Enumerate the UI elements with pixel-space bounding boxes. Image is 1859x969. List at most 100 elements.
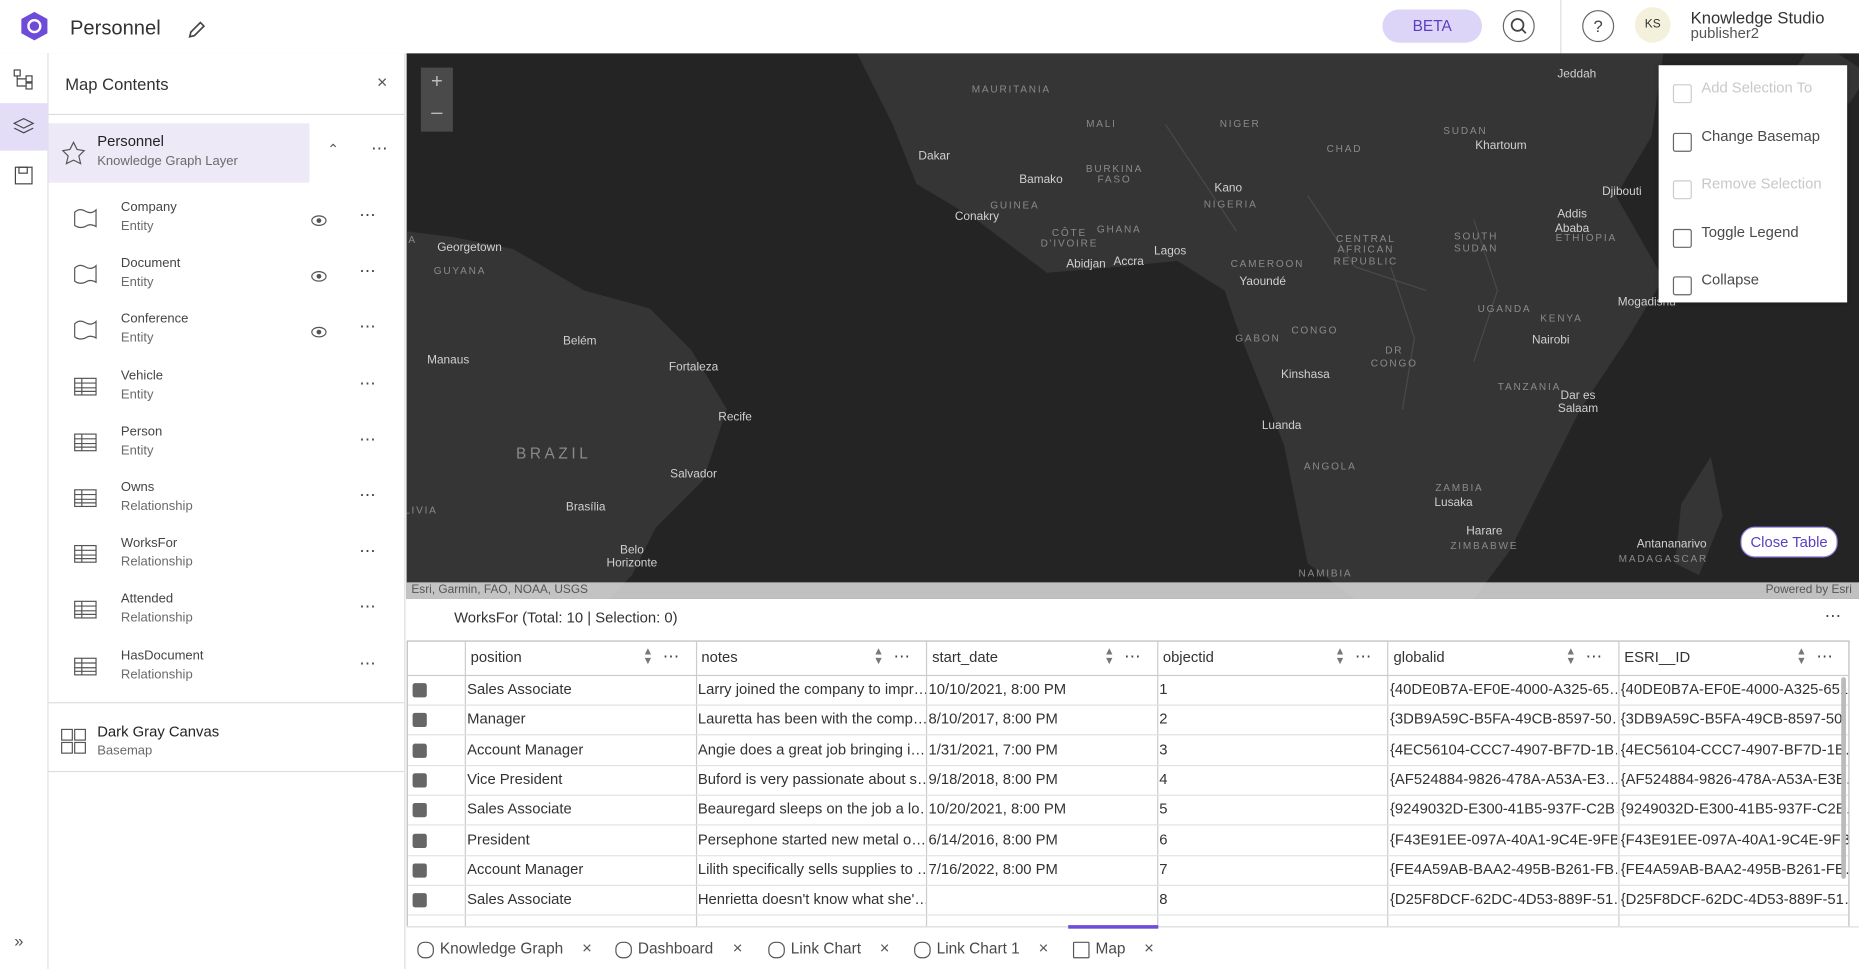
menu-item[interactable]: Collapse [1701, 271, 1759, 289]
menu-item[interactable]: Change Basemap [1701, 127, 1820, 145]
sublayer-options-button[interactable]: ⋯ [359, 317, 376, 337]
search-button[interactable] [1502, 9, 1535, 43]
layer-row[interactable] [48, 123, 310, 183]
sublayer-options-button[interactable]: ⋯ [359, 485, 376, 505]
map-label: Ababa [1554, 222, 1590, 236]
map-land [406, 53, 1859, 599]
table-options-button[interactable]: ⋯ [1824, 606, 1842, 626]
close-tab-button[interactable]: × [732, 938, 743, 958]
sort-button[interactable]: ▲ ▼ [642, 645, 654, 667]
expand-button[interactable]: » [14, 931, 24, 951]
table-cell: Account Manager [467, 740, 584, 758]
table-cell: Manager [467, 710, 526, 728]
row-select-checkbox[interactable] [412, 863, 427, 878]
sort-button[interactable]: ▲ ▼ [873, 645, 884, 667]
user-avatar[interactable]: KS [1634, 7, 1671, 43]
sublayer-options-button[interactable]: ⋯ [359, 597, 376, 617]
column-header[interactable]: objectid [1162, 648, 1214, 666]
tab-bar: Knowledge Graph × Dashboard × Link Chart × Lin… [406, 925, 1859, 969]
table-toolbar: WorksFor (Total: 10 | Selection: 0) ⋯ [406, 598, 1859, 641]
basemap-name: Dark Gray Canvas [97, 723, 220, 741]
map-label: GHANA [1096, 222, 1142, 235]
column-header[interactable]: ESRI__ID [1624, 648, 1691, 666]
sublayer-options-button[interactable]: ⋯ [359, 429, 376, 449]
tab[interactable]: Knowledge Graph [439, 939, 564, 958]
row-select-checkbox[interactable] [412, 743, 427, 758]
sort-button[interactable]: ▲ ▼ [1565, 645, 1577, 667]
close-table-button[interactable]: Close Table [1740, 526, 1838, 558]
sublayer-options-button[interactable]: ⋯ [359, 373, 376, 393]
sublayer-options-button[interactable]: ⋯ [359, 261, 376, 281]
table-cell: {AF524884-9826-478A-A53A-E3E… [1620, 770, 1849, 788]
sort-button[interactable]: ▲ ▼ [1796, 645, 1807, 667]
row-select-checkbox[interactable] [412, 803, 427, 818]
sort-button[interactable]: ▲ ▼ [1104, 645, 1115, 667]
column-options-button[interactable]: ⋯ [1354, 646, 1372, 666]
tab[interactable]: Map [1095, 939, 1126, 958]
menu-item[interactable]: Toggle Legend [1701, 223, 1799, 241]
visibility-toggle[interactable] [311, 211, 328, 226]
close-tab-button[interactable]: × [1038, 938, 1049, 958]
table-cell: Lauretta has been with the comp… [697, 710, 926, 728]
row-select-checkbox[interactable] [412, 773, 427, 788]
map-label: Jeddah [1557, 68, 1597, 82]
tab[interactable]: Link Chart 1 [936, 939, 1020, 958]
sublayer-options-button[interactable]: ⋯ [359, 653, 376, 673]
close-panel-button[interactable]: × [377, 72, 388, 93]
column-options-button[interactable]: ⋯ [1585, 646, 1603, 666]
sublayer-name: Vehicle [120, 368, 164, 383]
column-header[interactable]: position [470, 648, 522, 666]
column-options-button[interactable]: ⋯ [893, 646, 911, 666]
tab[interactable]: Dashboard [637, 939, 714, 958]
layers-tab-active[interactable] [0, 103, 48, 151]
close-tab-button[interactable]: × [879, 938, 890, 958]
row-select-checkbox[interactable] [412, 893, 427, 908]
visibility-toggle[interactable] [311, 323, 328, 338]
table-cell: Sales Associate [467, 800, 572, 818]
close-tab-button[interactable]: × [1144, 938, 1154, 958]
row-select-checkbox[interactable] [412, 833, 427, 848]
collapse-layer-button[interactable]: ⌃ [327, 141, 340, 158]
sublayer-options-button[interactable]: ⋯ [359, 541, 376, 561]
table-cell: 2 [1159, 710, 1168, 728]
table-cell: Henrietta doesn't know what she'… [697, 890, 926, 908]
map-label: GUINEA [990, 199, 1040, 212]
column-options-button[interactable]: ⋯ [1124, 646, 1141, 666]
table-cell: Lilith specifically sells supplies to … [697, 860, 926, 878]
graph-icon[interactable] [13, 69, 34, 90]
zoom-out-button[interactable]: – [431, 100, 443, 124]
help-button[interactable]: ? [1582, 9, 1615, 43]
zoom-in-button[interactable]: + [430, 69, 443, 93]
column-header[interactable]: globalid [1393, 648, 1445, 666]
save-icon[interactable] [13, 165, 34, 186]
divider [48, 113, 405, 116]
row-divider [407, 764, 1849, 766]
column-header[interactable]: notes [701, 648, 738, 666]
map-label: TANZANIA [1497, 380, 1562, 393]
column-header[interactable]: start_date [932, 648, 999, 666]
table-cell: {40DE0B7A-EF0E-4000-A325-65… [1389, 680, 1618, 698]
table-cell: {D25F8DCF-62DC-4D53-889F-51… [1620, 890, 1849, 908]
sort-button[interactable]: ▲ ▼ [1334, 645, 1346, 667]
column-options-button[interactable]: ⋯ [662, 646, 680, 666]
svg-text:?: ? [1594, 17, 1603, 36]
map-label: MAURITANIA [971, 83, 1051, 95]
layer-options-button[interactable]: ⋯ [371, 138, 389, 158]
map-view: + – Close Table Esri, Garmin, FAO, NOAA,… [406, 53, 1859, 599]
row-select-checkbox[interactable] [412, 683, 427, 698]
sublayer-options-button[interactable]: ⋯ [359, 205, 376, 225]
close-tab-button[interactable]: × [582, 938, 592, 958]
row-select-checkbox[interactable] [412, 713, 427, 728]
tab[interactable]: Link Chart [790, 939, 862, 958]
visibility-toggle[interactable] [311, 267, 328, 282]
active-tab-indicator [1068, 925, 1159, 929]
map-label: A [408, 233, 417, 246]
edit-title-button[interactable] [187, 20, 206, 39]
table-cell: 4 [1159, 770, 1168, 788]
map-contents-panel: Map Contents × Personnel Knowledge Graph… [48, 53, 406, 969]
sublayer-type: Relationship [120, 499, 193, 514]
sublayer-type: Entity [120, 443, 154, 458]
menu-icon [1672, 276, 1692, 296]
column-options-button[interactable]: ⋯ [1816, 646, 1833, 666]
powered-by: Powered by Esri [1765, 583, 1852, 597]
